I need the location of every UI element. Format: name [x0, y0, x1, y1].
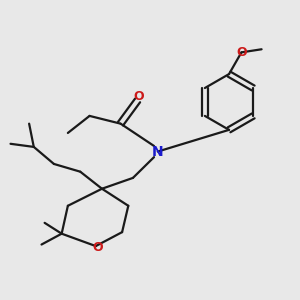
Text: O: O [134, 90, 145, 103]
Text: O: O [236, 46, 247, 59]
Text: O: O [92, 241, 103, 254]
Text: N: N [152, 145, 164, 158]
